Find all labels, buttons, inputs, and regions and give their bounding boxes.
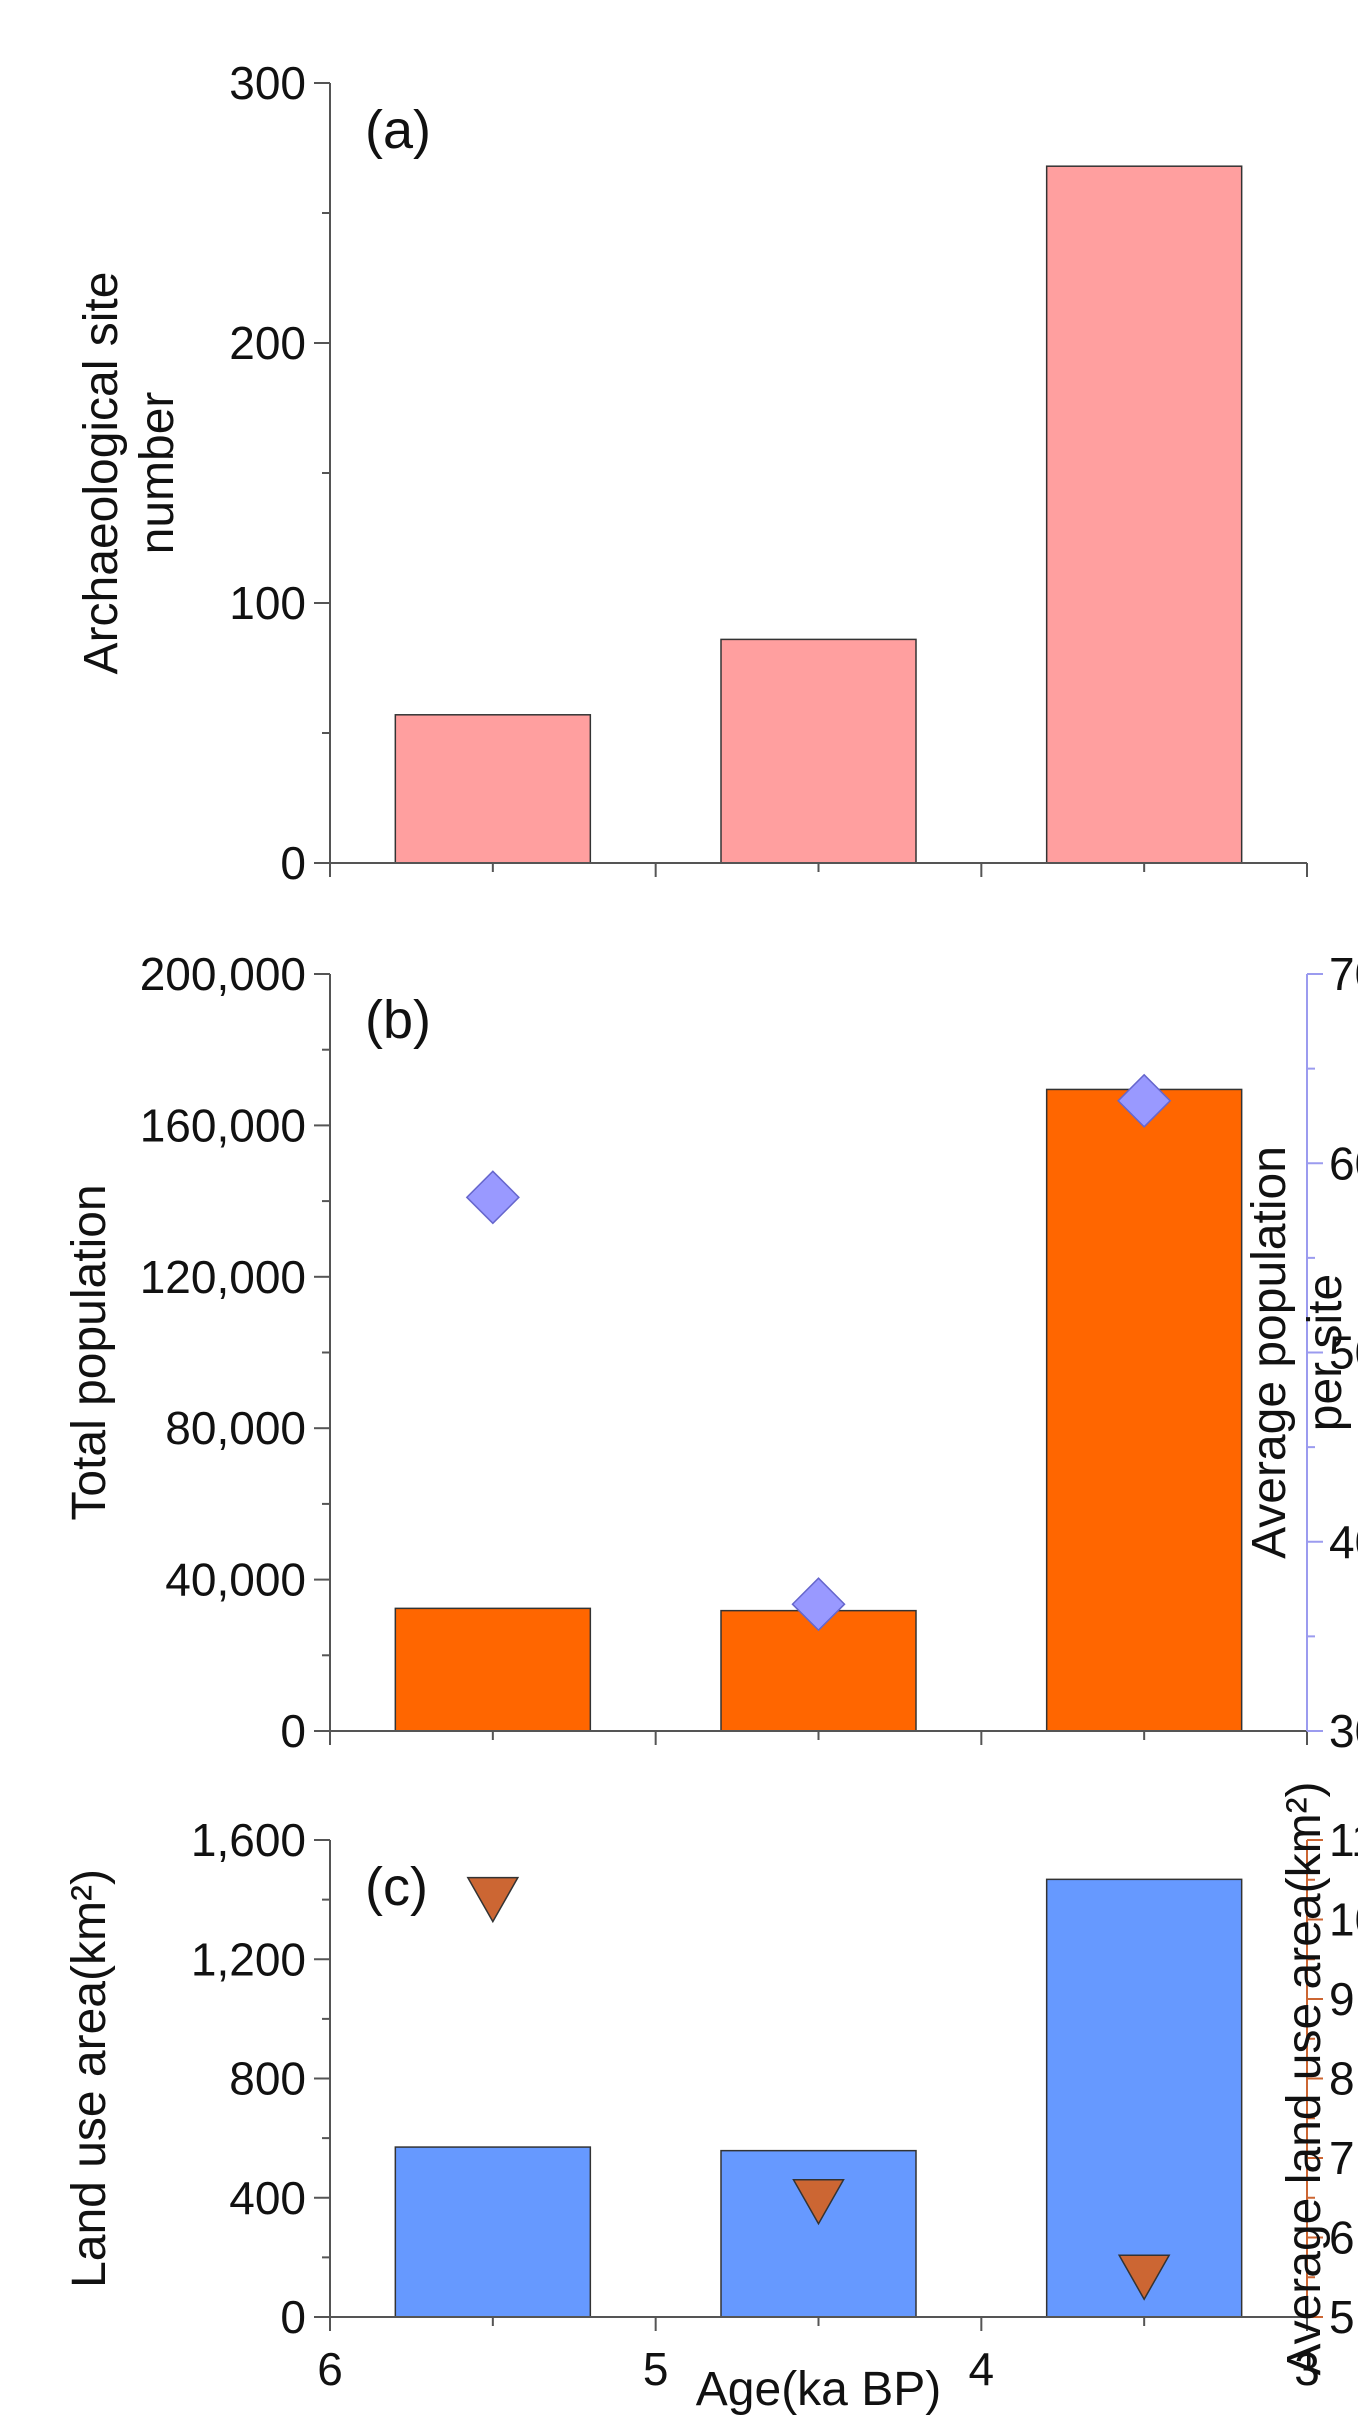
- y-tick-label: 40,000: [165, 1554, 306, 1606]
- panel-label: (a): [365, 100, 431, 160]
- bar-5.5: [394, 2146, 592, 2318]
- bar-3.5: [1045, 165, 1243, 864]
- y-axis-title: Archaeological sitenumber: [75, 272, 184, 675]
- y-tick-label: 1,600: [191, 1814, 306, 1866]
- y-tick-label: 160,000: [140, 1099, 306, 1151]
- y-tick-label: 200: [229, 317, 306, 369]
- y-axis-title: Land use area(km²): [63, 1869, 116, 2288]
- y-tick-label: 120,000: [140, 1251, 306, 1303]
- y-tick-label: 0: [280, 2291, 306, 2343]
- panel-label: (c): [365, 1857, 428, 1917]
- bar-4.5: [720, 638, 917, 864]
- marker-3.5: [1117, 2254, 1171, 2301]
- bar-4.5: [720, 2149, 917, 2318]
- y-tick-label: 800: [229, 2053, 306, 2105]
- y-tick-label: 0: [280, 1705, 306, 1757]
- panel-b: 0 40,000 80,000 120,000 160,000 200,000 (b) Tot…: [63, 948, 1358, 1757]
- bar-3.5: [1045, 1088, 1243, 1732]
- marker-5.5: [466, 1876, 520, 1924]
- y2-tick-label: 6: [1329, 2212, 1355, 2264]
- y2-tick-label: 5: [1329, 2291, 1355, 2343]
- x-tick-label: 6: [317, 2343, 343, 2395]
- y-axis-title: Total population: [63, 1184, 116, 1520]
- bar-5.5: [394, 1607, 592, 1732]
- x-tick-label: 3: [1294, 2343, 1320, 2395]
- y-tick-label: 200,000: [140, 948, 306, 1000]
- marker-4.5: [792, 2178, 845, 2226]
- x-tick-label: 4: [969, 2343, 995, 2395]
- y2-tick-label: 300: [1329, 1705, 1358, 1757]
- y-tick-label: 1,200: [191, 1933, 306, 1985]
- y-tick-label: 0: [280, 837, 306, 889]
- y-tick-label: 300: [229, 57, 306, 109]
- y2-tick-label: 9: [1329, 1973, 1355, 2025]
- y2-tick-label: 7: [1329, 2132, 1355, 2184]
- panel-a: 0 100 200 300 (a) Archaeological sitenumber: [75, 57, 1308, 889]
- y2-tick-label: 700: [1329, 948, 1358, 1000]
- x-axis-title: Age(ka BP): [696, 2363, 941, 2416]
- y2-axis-title: Average populationper site: [1243, 1146, 1352, 1559]
- bar-3.5: [1045, 1878, 1243, 2318]
- y2-tick-label: 8: [1329, 2053, 1355, 2105]
- marker-4.5: [791, 1577, 846, 1632]
- y-tick-label: 400: [229, 2172, 306, 2224]
- y2-tick-label: 600: [1329, 1137, 1358, 1189]
- y2-tick-label: 10: [1329, 1894, 1358, 1946]
- y2-tick-label: 400: [1329, 1516, 1358, 1568]
- panel-label: (b): [365, 990, 431, 1050]
- x-tick-label: 5: [643, 2343, 669, 2395]
- marker-5.5: [465, 1170, 520, 1225]
- bar-5.5: [394, 714, 592, 864]
- y2-tick-label: 11: [1329, 1814, 1358, 1866]
- panel-c: 0 400 800 1,200 1,600 (c) Land use area(km²) 5 6…: [63, 1781, 1358, 2416]
- y2-tick-label: 500: [1329, 1327, 1358, 1379]
- y-tick-label: 100: [229, 577, 306, 629]
- y-tick-label: 80,000: [165, 1402, 306, 1454]
- y2-axis-title: Average land use area(km²): [1278, 1781, 1331, 2375]
- marker-3.5: [1117, 1073, 1172, 1128]
